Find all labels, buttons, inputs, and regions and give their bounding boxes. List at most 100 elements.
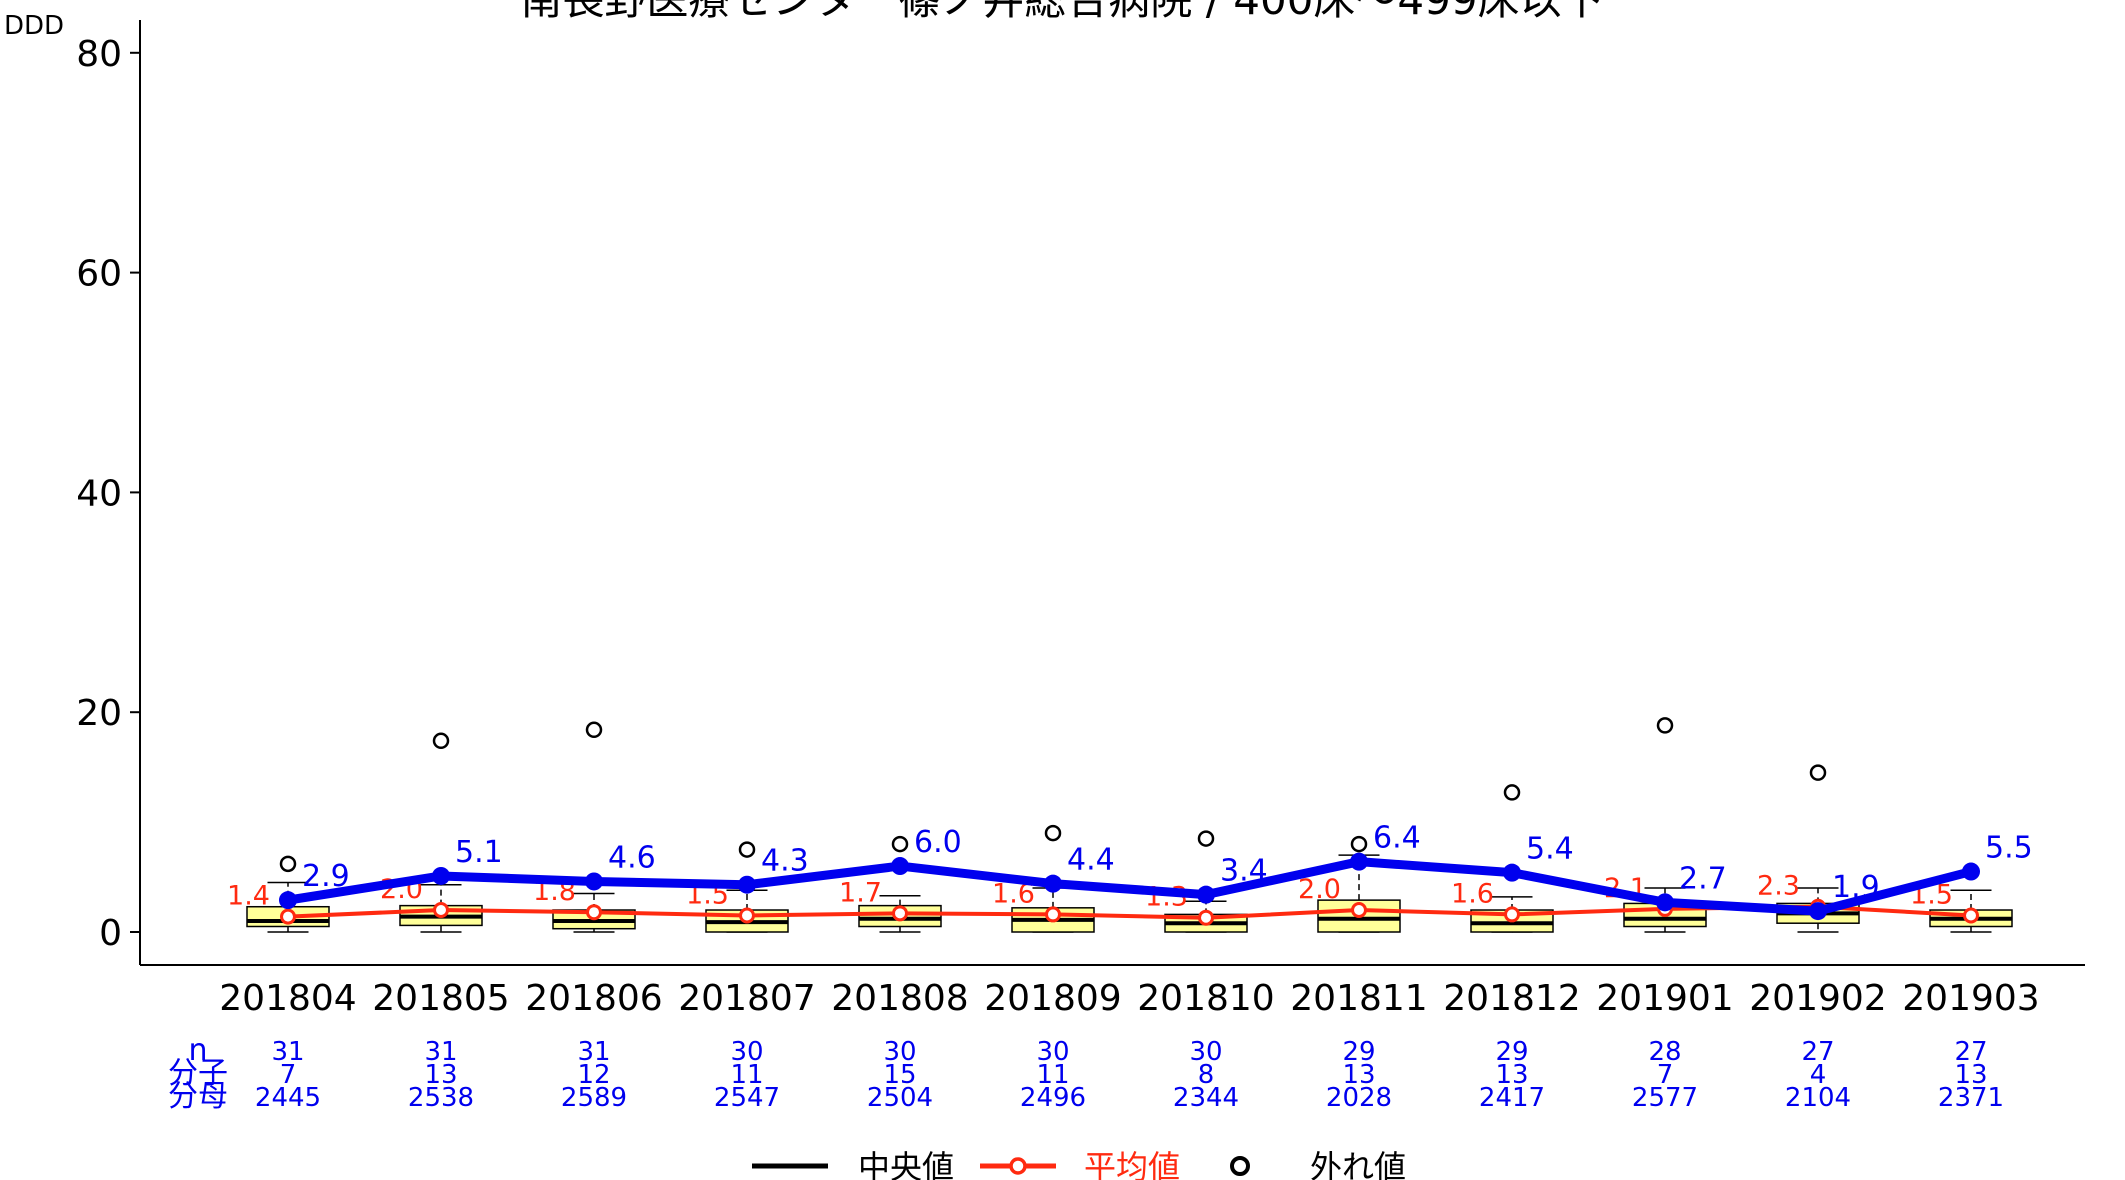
mean-point-201805 xyxy=(433,902,449,919)
series-lines: 1.4 2.0 1.8 1.5 1.7 1.6 1.3 2.0 1.6 2.1 2.3 1.52.95… xyxy=(227,821,2033,926)
mean-label-201812: 1.6 xyxy=(1451,878,1494,909)
outlier-point xyxy=(279,855,297,873)
hospital-label-201903: 5.5 xyxy=(1985,831,2033,866)
hospital-point-201812 xyxy=(1503,863,1521,882)
outlier-point xyxy=(1809,764,1827,781)
mean-point-201811 xyxy=(1351,902,1367,919)
y-tick-label-0: 0 xyxy=(99,913,122,954)
x-tick-label-201806: 201806 xyxy=(525,978,662,1019)
outlier-point xyxy=(1503,784,1521,801)
mean-label-201808: 1.7 xyxy=(839,877,882,908)
count-cell-0-201902: 27 xyxy=(1801,1037,1834,1067)
count-cell-1-201901: 7 xyxy=(1657,1060,1674,1090)
hospital-label-201809: 4.4 xyxy=(1067,843,1115,878)
count-cell-1-201805: 13 xyxy=(424,1060,457,1090)
legend-outlier-label: 外れ値 xyxy=(1310,1148,1406,1180)
y-axis-label: DDD xyxy=(4,11,64,41)
x-tick-label-201804: 201804 xyxy=(219,978,356,1019)
hospital-label-201901: 2.7 xyxy=(1679,861,1727,896)
outlier-point xyxy=(1197,830,1215,847)
hospital-point-201806 xyxy=(585,872,603,891)
x-tick-label-201903: 201903 xyxy=(1902,978,2039,1019)
mean-point-201804 xyxy=(280,908,296,925)
legend-mean-marker xyxy=(1009,1157,1027,1175)
x-tick-label-201805: 201805 xyxy=(372,978,509,1019)
hospital-point-201903 xyxy=(1962,862,1980,881)
box-plots xyxy=(246,717,2013,933)
count-cell-1-201902: 4 xyxy=(1810,1060,1827,1090)
legend-mean-label: 平均値 xyxy=(1084,1148,1180,1180)
hospital-label-201806: 4.6 xyxy=(608,840,656,875)
count-row-label-2: 分母 xyxy=(168,1079,228,1114)
hospital-label-201804: 2.9 xyxy=(302,859,350,894)
count-cell-0-201809: 30 xyxy=(1036,1037,1069,1067)
x-tick-label-201811: 201811 xyxy=(1290,978,1427,1019)
hospital-label-201808: 6.0 xyxy=(914,825,962,860)
x-tick-label-201812: 201812 xyxy=(1443,978,1580,1019)
count-cell-2-201810: 2344 xyxy=(1173,1083,1239,1113)
hospital-label-201811: 6.4 xyxy=(1373,821,1421,856)
hospital-point-201804 xyxy=(279,891,297,910)
count-cell-2-201806: 2589 xyxy=(561,1083,627,1113)
count-cell-0-201805: 31 xyxy=(424,1037,457,1067)
hospital-point-201902 xyxy=(1809,902,1827,921)
hospital-line xyxy=(287,857,1973,916)
mean-point-201807 xyxy=(739,907,755,924)
count-cell-0-201804: 31 xyxy=(271,1037,304,1067)
count-cell-0-201901: 28 xyxy=(1648,1037,1681,1067)
mean-point-201812 xyxy=(1504,906,1520,923)
hospital-point-201807 xyxy=(738,875,756,894)
x-tick-labels: 201804 201805 201806 201807 201808 201809 2018… xyxy=(219,978,2039,1019)
legend-outlier-marker xyxy=(1230,1156,1250,1176)
count-cell-0-201807: 30 xyxy=(730,1037,763,1067)
chart-title: 南長野医療センター篠ノ井総合病院 / 400床〜499床以下 xyxy=(520,0,1603,24)
outlier-point xyxy=(585,721,603,739)
count-cell-2-201902: 2104 xyxy=(1785,1083,1851,1113)
x-tick-label-201810: 201810 xyxy=(1137,978,1274,1019)
count-cell-1-201903: 13 xyxy=(1954,1060,1987,1090)
count-cell-1-201804: 7 xyxy=(280,1060,297,1090)
count-cell-1-201810: 8 xyxy=(1198,1060,1215,1090)
count-row-label-1: 分子 xyxy=(168,1056,228,1091)
legend: 中央値 平均値 外れ値 xyxy=(752,1148,1406,1180)
count-row-label-0: n xyxy=(188,1033,207,1068)
x-tick-label-201901: 201901 xyxy=(1596,978,1733,1019)
hospital-point-201810 xyxy=(1197,885,1215,904)
count-cell-0-201811: 29 xyxy=(1342,1037,1375,1067)
count-cell-1-201812: 13 xyxy=(1495,1060,1528,1090)
mean-point-201808 xyxy=(892,905,908,922)
count-cell-2-201903: 2371 xyxy=(1938,1083,2004,1113)
count-cell-0-201903: 27 xyxy=(1954,1037,1987,1067)
count-cell-2-201901: 2577 xyxy=(1632,1083,1698,1113)
hospital-point-201901 xyxy=(1656,893,1674,912)
count-cell-0-201812: 29 xyxy=(1495,1037,1528,1067)
outlier-point xyxy=(1350,835,1368,853)
mean-point-201806 xyxy=(586,904,602,921)
count-cell-2-201807: 2547 xyxy=(714,1083,780,1113)
outlier-point xyxy=(738,841,756,858)
hospital-label-201807: 4.3 xyxy=(761,844,809,879)
count-cell-1-201806: 12 xyxy=(577,1060,610,1090)
count-cell-0-201810: 30 xyxy=(1189,1037,1222,1067)
count-cell-2-201809: 2496 xyxy=(1020,1083,1086,1113)
mean-label-201902: 2.3 xyxy=(1757,871,1800,902)
outlier-point xyxy=(1044,824,1062,842)
mean-label-201811: 2.0 xyxy=(1298,874,1341,905)
hospital-point-201805 xyxy=(432,866,450,885)
x-tick-label-201807: 201807 xyxy=(678,978,815,1019)
hospital-point-201808 xyxy=(891,857,909,876)
count-cell-0-201806: 31 xyxy=(577,1037,610,1067)
outlier-point xyxy=(1656,717,1674,734)
mean-line xyxy=(287,904,1972,920)
x-tick-label-201808: 201808 xyxy=(831,978,968,1019)
hospital-label-201902: 1.9 xyxy=(1832,870,1880,905)
mean-point-201903 xyxy=(1963,907,1979,924)
hospital-point-201809 xyxy=(1044,874,1062,893)
count-cell-2-201808: 2504 xyxy=(867,1083,933,1113)
hospital-label-201810: 3.4 xyxy=(1220,854,1268,889)
count-cell-1-201811: 13 xyxy=(1342,1060,1375,1090)
count-cell-1-201807: 11 xyxy=(730,1060,763,1090)
mean-point-201810 xyxy=(1198,909,1214,926)
